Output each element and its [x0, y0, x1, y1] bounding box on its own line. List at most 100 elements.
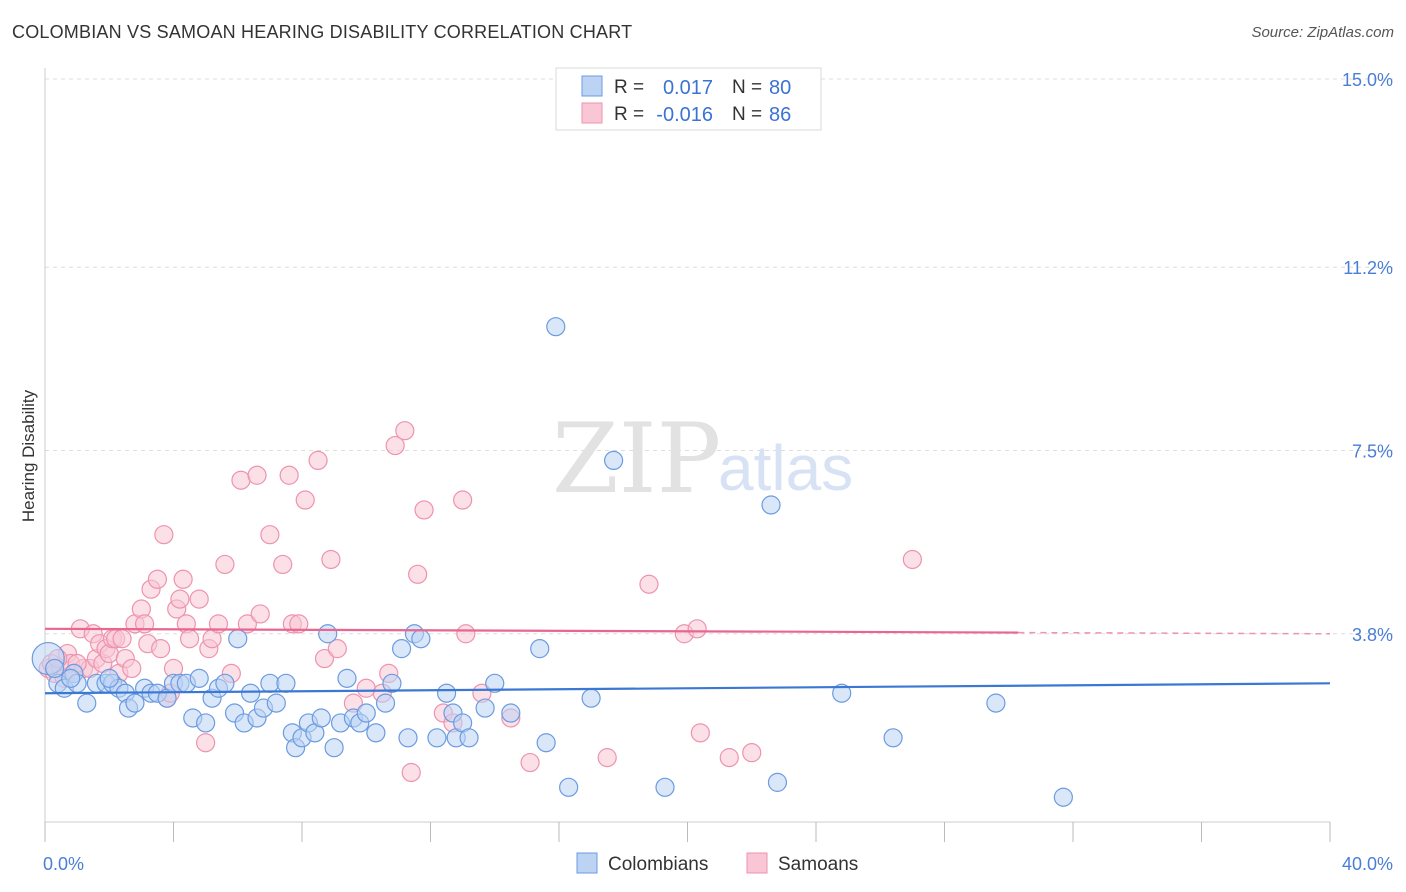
- samoan-point: [237, 614, 257, 634]
- colombian-point: [311, 708, 331, 728]
- legend-blue-r-label: R =: [614, 77, 644, 98]
- colombian-point: [196, 713, 216, 733]
- samoan-point: [314, 648, 335, 669]
- colombian-point: [61, 668, 81, 688]
- samoan-point: [639, 574, 659, 594]
- samoan-point: [247, 465, 267, 485]
- colombian-point: [266, 693, 286, 713]
- colombian-point: [276, 673, 296, 693]
- samoan-point: [260, 525, 280, 545]
- gridlines: [45, 78, 1393, 635]
- colombian-point: [411, 629, 431, 649]
- colombian-point: [530, 639, 550, 659]
- colombian-point: [382, 673, 402, 693]
- samoan-point: [308, 450, 328, 471]
- y-tick-label: 3.8%: [1352, 625, 1393, 645]
- samoan-point: [179, 629, 200, 649]
- colombian-point: [45, 658, 65, 679]
- samoan-point: [902, 549, 922, 570]
- samoan-point: [147, 569, 168, 589]
- colombian-point: [883, 728, 903, 748]
- samoan-point: [456, 624, 476, 644]
- legend-bottom-samoans: Samoans: [778, 854, 858, 875]
- samoan-point: [687, 619, 707, 639]
- samoan-point: [112, 629, 132, 649]
- colombian-point: [337, 668, 357, 688]
- samoan-point: [453, 490, 473, 510]
- colombian-point: [986, 693, 1006, 713]
- samoan-point: [690, 723, 710, 743]
- y-tick-label: 15.0%: [1342, 70, 1393, 90]
- samoans-trend-extension: [1018, 631, 1331, 635]
- trend-lines: [44, 627, 1331, 695]
- legend-blue-r-value: 0.017: [663, 77, 713, 99]
- colombian-point: [241, 683, 261, 703]
- samoan-point: [356, 678, 376, 698]
- samoan-point: [385, 435, 405, 456]
- colombian-point: [215, 673, 235, 693]
- samoan-point: [279, 465, 299, 485]
- colombian-point: [228, 629, 248, 649]
- samoan-point: [196, 733, 216, 753]
- colombian-point: [260, 673, 280, 693]
- colombian-point: [536, 733, 556, 753]
- colombian-point: [501, 703, 521, 723]
- samoan-point: [742, 743, 762, 763]
- colombian-point: [546, 317, 566, 337]
- samoan-point: [408, 564, 428, 584]
- samoans-points: [38, 421, 922, 783]
- samoan-point: [208, 614, 229, 634]
- colombian-point: [324, 738, 344, 758]
- colombian-point: [559, 777, 579, 797]
- legend-pink-n-value: 86: [769, 104, 791, 126]
- x-tick-label-min: 0.0%: [43, 854, 84, 874]
- y-tick-label: 7.5%: [1352, 442, 1393, 462]
- samoan-point: [414, 500, 434, 520]
- legend-pink-n-label: N =: [732, 104, 762, 125]
- legend-pink-swatch: [581, 102, 603, 124]
- samoan-point: [520, 752, 540, 773]
- samoan-point: [215, 554, 235, 575]
- legend-bottom: Colombians Samoans: [576, 852, 858, 875]
- colombians-trend-line: [44, 682, 1331, 695]
- legend-bottom-blue-swatch: [576, 852, 598, 874]
- colombians-points: [31, 317, 1073, 807]
- colombian-point: [436, 683, 457, 703]
- samoan-point: [719, 748, 739, 768]
- colombian-point: [655, 777, 675, 797]
- samoan-point: [289, 614, 309, 634]
- samoan-point: [173, 569, 193, 589]
- samoan-point: [250, 604, 270, 624]
- colombian-point: [761, 495, 781, 515]
- samoan-point: [151, 639, 171, 659]
- samoan-point: [597, 748, 617, 768]
- legend-pink-r-value: -0.016: [656, 104, 713, 126]
- watermark-zip: ZIP: [552, 403, 721, 515]
- colombian-point: [459, 728, 479, 748]
- colombian-point: [125, 693, 145, 713]
- samoan-point: [395, 421, 415, 441]
- samoan-point: [231, 470, 251, 490]
- samoan-point: [154, 525, 174, 545]
- axes: [44, 68, 1331, 842]
- colombian-point: [77, 693, 97, 713]
- colombian-point: [189, 668, 209, 688]
- chart-source: Source: ZipAtlas.com: [1251, 24, 1394, 41]
- samoan-point: [189, 589, 209, 609]
- colombian-point: [356, 703, 376, 723]
- colombian-point: [427, 728, 447, 748]
- legend-pink-r-label: R =: [614, 104, 644, 125]
- legend-blue-swatch: [581, 75, 603, 97]
- samoan-point: [327, 639, 347, 659]
- legend-bottom-pink-swatch: [746, 852, 768, 874]
- legend-blue-n-value: 80: [769, 77, 791, 99]
- x-tick-label-max: 40.0%: [1342, 854, 1393, 874]
- colombian-point: [581, 688, 601, 708]
- colombian-point: [99, 668, 119, 688]
- samoans-trend-line: [44, 627, 1019, 634]
- colombian-point: [1053, 787, 1073, 807]
- colombian-point: [475, 698, 495, 718]
- samoan-point: [321, 549, 341, 570]
- samoan-point: [170, 589, 190, 609]
